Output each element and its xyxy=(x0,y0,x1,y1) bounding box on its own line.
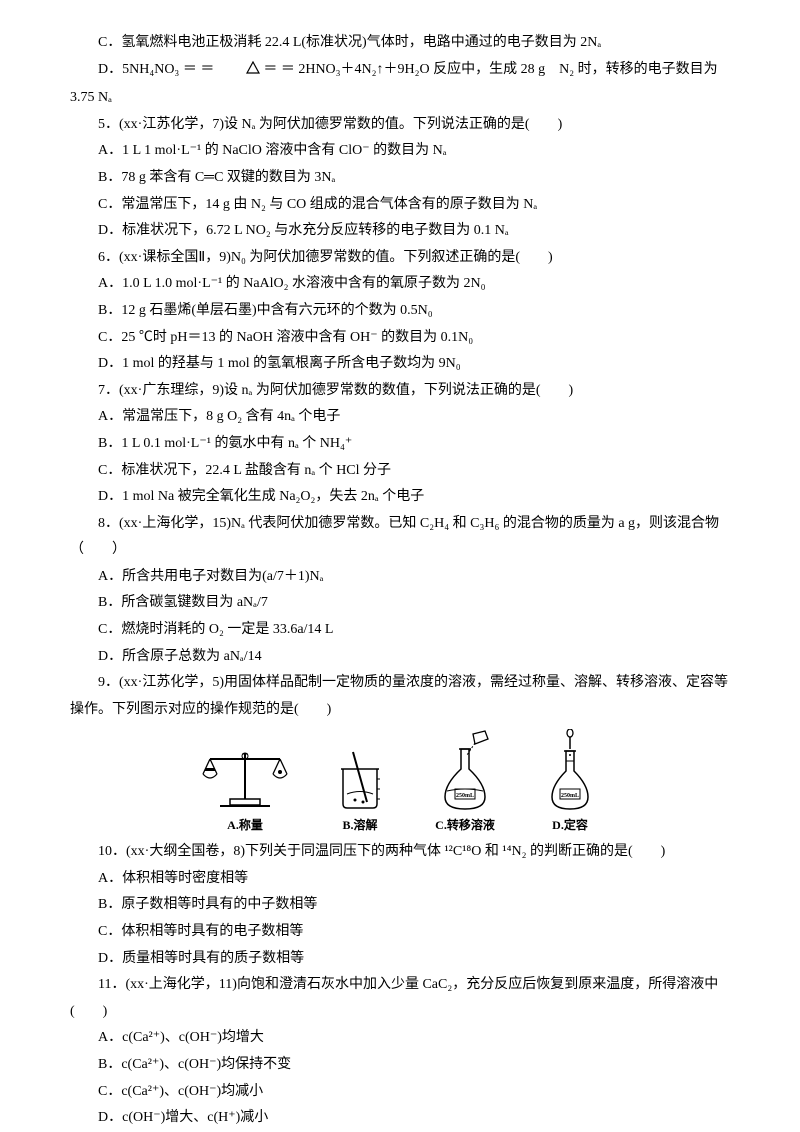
q7-B: B．1 L 0.1 mol·L⁻¹ 的氨水中有 nₐ 个 NH₄⁺ xyxy=(70,431,730,458)
q5-C: C．常温常压下，14 g 由 N₂ 与 CO 组成的混合气体含有的原子数目为 N… xyxy=(70,192,730,219)
q9-label-D: D.定容 xyxy=(552,814,588,837)
q4-D-mid1: ＝ ＝ xyxy=(183,62,218,77)
q9-fig-D: 250mL D.定容 xyxy=(535,729,605,837)
q10-stem: 10．(xx·大纲全国卷，8)下列关于同温同压下的两种气体 ¹²C¹⁸O 和 ¹… xyxy=(70,839,730,866)
q5-D: D．标准状况下，6.72 L NO₂ 与水充分反应转移的电子数目为 0.1 Nₐ xyxy=(70,218,730,245)
q7-stem: 7．(xx·广东理综，9)设 nₐ 为阿伏加德罗常数的数值，下列说法正确的是( … xyxy=(70,378,730,405)
q5-B: B．78 g 苯含有 C═C 双键的数目为 3Nₐ xyxy=(70,165,730,192)
q6-B: B．12 g 石墨烯(单层石墨)中含有六元环的个数为 0.5N₀ xyxy=(70,298,730,325)
q5-stem: 5．(xx·江苏化学，7)设 Nₐ 为阿伏加德罗常数的值。下列说法正确的是( ) xyxy=(70,112,730,139)
q10-A: A．体积相等时密度相等 xyxy=(70,866,730,893)
q10-D: D．质量相等时具有的质子数相等 xyxy=(70,946,730,973)
q8-A: A．所含共用电子对数目为(a/7＋1)Nₐ xyxy=(70,564,730,591)
q9-figure-row: A.称量 B.溶解 250mL C.转移溶液 xyxy=(70,729,730,837)
svg-text:250mL: 250mL xyxy=(561,793,579,799)
q9-label-B: B.溶解 xyxy=(342,814,377,837)
q4-opt-C: C．氢氧燃料电池正极消耗 22.4 L(标准状况)气体时，电路中通过的电子数目为… xyxy=(70,30,730,57)
q4-D-mid2: ＝ ＝ xyxy=(263,62,298,77)
q8-C: C．燃烧时消耗的 O₂ 一定是 33.6a/14 L xyxy=(70,617,730,644)
q9-label-A: A.称量 xyxy=(227,814,263,837)
q11-B: B．c(Ca²⁺)、c(OH⁻)均保持不变 xyxy=(70,1052,730,1079)
q7-D: D．1 mol Na 被完全氧化生成 Na₂O₂，失去 2nₐ 个电子 xyxy=(70,484,730,511)
q8-D: D．所含原子总数为 aNₐ/14 xyxy=(70,644,730,671)
q5-A: A．1 L 1 mol·L⁻¹ 的 NaClO 溶液中含有 ClO⁻ 的数目为 … xyxy=(70,138,730,165)
q4-opt-D: D．5NH₄NO₃ ＝ ＝ ＝ ＝ 2HNO₃＋4N₂↑＋9H₂O 反应中，生成… xyxy=(70,57,730,112)
q11-A: A．c(Ca²⁺)、c(OH⁻)均增大 xyxy=(70,1025,730,1052)
q6-stem: 6．(xx·课标全国Ⅱ，9)N₀ 为阿伏加德罗常数的值。下列叙述正确的是( ) xyxy=(70,245,730,272)
q8-stem: 8．(xx·上海化学，15)Nₐ 代表阿伏加德罗常数。已知 C₂H₄ 和 C₃H… xyxy=(70,511,730,564)
q8-B: B．所含碳氢键数目为 aNₐ/7 xyxy=(70,590,730,617)
q9-fig-C: 250mL C.转移溶液 xyxy=(425,729,505,837)
q9-fig-A: A.称量 xyxy=(195,744,295,837)
triangle-icon xyxy=(218,59,260,86)
q9-fig-B: B.溶解 xyxy=(325,744,395,837)
q6-A: A．1.0 L 1.0 mol·L⁻¹ 的 NaAlO₂ 水溶液中含有的氧原子数… xyxy=(70,271,730,298)
q11-stem: 11．(xx·上海化学，11)向饱和澄清石灰水中加入少量 CaC₂，充分反应后恢… xyxy=(70,972,730,1025)
svg-text:250mL: 250mL xyxy=(456,793,474,799)
q7-A: A．常温常压下，8 g O₂ 含有 4nₐ 个电子 xyxy=(70,404,730,431)
q6-D: D．1 mol 的羟基与 1 mol 的氢氧根离子所含电子数均为 9N₀ xyxy=(70,351,730,378)
q6-C: C．25 ℃时 pH＝13 的 NaOH 溶液中含有 OH⁻ 的数目为 0.1N… xyxy=(70,325,730,352)
q9-label-C: C.转移溶液 xyxy=(435,814,495,837)
q4-D-prefix: D．5NH₄NO₃ xyxy=(98,62,183,77)
q9-stem: 9．(xx·江苏化学，5)用固体样品配制一定物质的量浓度的溶液，需经过称量、溶解… xyxy=(70,670,730,723)
q7-C: C．标准状况下，22.4 L 盐酸含有 nₐ 个 HCl 分子 xyxy=(70,458,730,485)
q10-C: C．体积相等时具有的电子数相等 xyxy=(70,919,730,946)
q11-C: C．c(Ca²⁺)、c(OH⁻)均减小 xyxy=(70,1079,730,1106)
q10-B: B．原子数相等时具有的中子数相等 xyxy=(70,892,730,919)
q11-D: D．c(OH⁻)增大、c(H⁺)减小 xyxy=(70,1105,730,1132)
